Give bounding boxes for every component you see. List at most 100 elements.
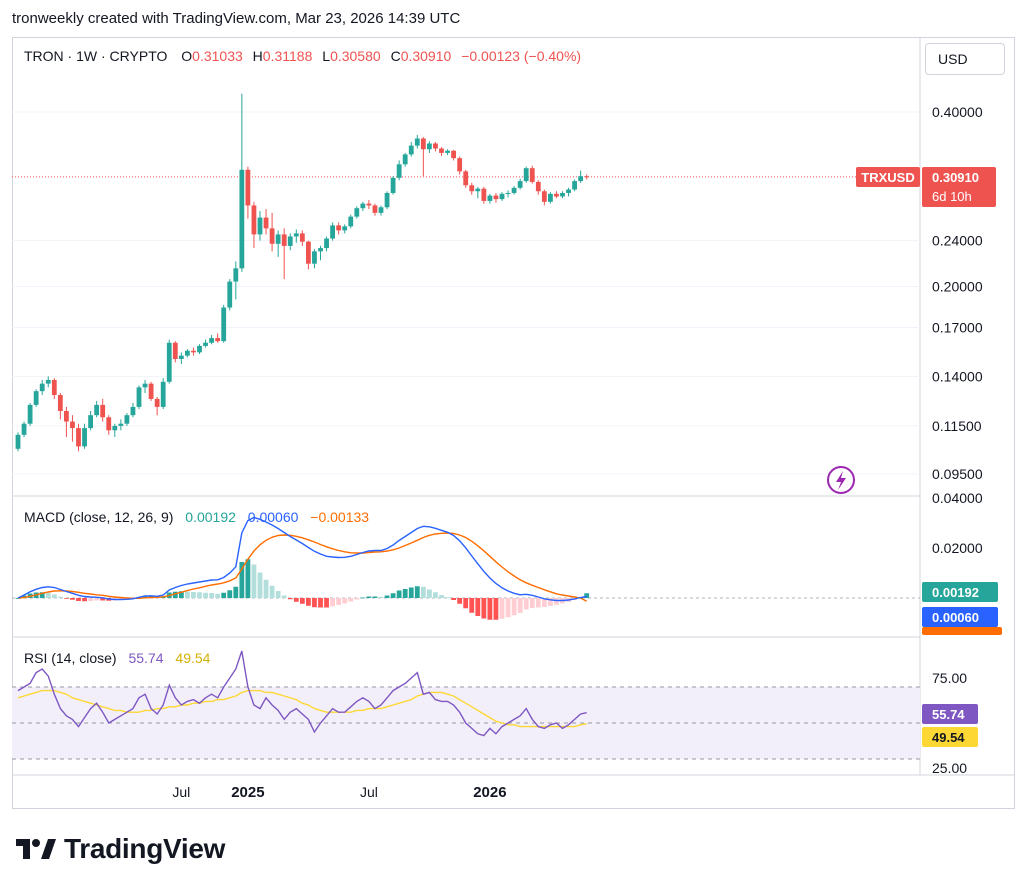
candle-body	[136, 387, 142, 407]
macd-hist-bar	[245, 559, 251, 598]
candle-body	[578, 176, 584, 182]
candle-body	[342, 226, 348, 231]
macd-hist-tag	[922, 582, 998, 602]
macd-hist-bar	[427, 589, 432, 598]
macd-hist-bar	[172, 591, 178, 598]
candle-body	[27, 404, 33, 424]
macd-hist-bar	[64, 598, 69, 599]
macd-hist-bar	[390, 593, 396, 598]
macd-hist-bar	[287, 598, 293, 600]
candle-body	[148, 383, 154, 399]
macd-hist-bar	[209, 593, 214, 598]
macd-hist-bar	[360, 597, 366, 599]
macd-hist-bar	[348, 598, 354, 602]
grid-layer	[12, 38, 1014, 776]
currency-button[interactable]: USD	[925, 43, 1005, 75]
candle-body	[529, 168, 535, 182]
high-value: 0.31188	[263, 48, 313, 64]
macd-pane	[12, 516, 920, 620]
rsi-ma-tag	[922, 727, 978, 747]
ticker-tag-label: TRXUSD	[861, 170, 914, 185]
macd-hist-bar	[100, 598, 106, 601]
macd-hist-bar	[88, 598, 93, 601]
macd-hist-bar	[366, 596, 372, 598]
macd-hist-bar	[396, 590, 402, 598]
macd-hist-bar	[70, 598, 75, 600]
candle-body	[94, 404, 100, 416]
candle-body	[548, 193, 553, 202]
candle-body	[100, 404, 106, 418]
rsi-tag	[922, 704, 978, 724]
candle-body	[554, 193, 559, 197]
candle-body	[21, 423, 27, 435]
macd-line	[17, 516, 587, 602]
brand-name: TradingView	[64, 833, 226, 864]
price-tick-label: 0.11500	[932, 418, 982, 434]
candle-body	[166, 342, 172, 382]
macd-hist-bar	[378, 596, 384, 598]
candle-body	[39, 383, 45, 392]
macd-hist-bar	[221, 592, 227, 598]
macd-hist-bar	[336, 598, 342, 605]
candle-body	[57, 395, 63, 412]
macd-hist-bar	[402, 589, 408, 598]
rsi-ma-tag-label: 49.54	[932, 730, 965, 745]
countdown-label: 6d 10h	[932, 189, 972, 204]
candle-body	[348, 216, 354, 227]
macd-hist-bar	[372, 596, 378, 598]
candle-body	[463, 171, 469, 186]
candle-body	[82, 428, 87, 447]
candle-body	[475, 188, 481, 192]
candle-body	[172, 342, 178, 359]
macd-hist-bar	[554, 598, 559, 605]
candle-body	[191, 350, 196, 353]
lightning-icon[interactable]	[827, 466, 855, 494]
time-tick-label: Jul	[172, 784, 190, 800]
chart-frame[interactable]	[12, 37, 1015, 809]
candle-body	[378, 207, 384, 213]
candle-body	[318, 248, 323, 252]
macd-hist-bar	[233, 586, 239, 598]
macd-hist-value: 0.00192	[185, 509, 236, 525]
macd-hist-bar	[82, 598, 87, 602]
candle-body	[275, 234, 281, 244]
candle-body	[560, 192, 565, 197]
macd-hist-bar	[227, 590, 233, 598]
candle-body	[227, 281, 233, 308]
macd-line-tag-label: 0.00060	[932, 610, 979, 625]
macd-hist-bar	[76, 598, 81, 601]
macd-line-tag	[922, 607, 998, 627]
price-tick-label: 0.17000	[932, 319, 983, 335]
candle-body	[263, 217, 269, 229]
candle-body	[209, 338, 214, 343]
candle-body	[312, 251, 317, 264]
candle-body	[408, 145, 414, 155]
macd-hist-bar	[215, 593, 221, 598]
price-pane	[12, 93, 920, 452]
macd-hist-bar	[445, 597, 450, 599]
candle-body	[142, 383, 148, 388]
candle-body	[124, 415, 130, 424]
candle-body	[15, 434, 21, 449]
macd-hist-bar	[433, 592, 438, 598]
candle-body	[372, 205, 378, 213]
macd-hist-bar	[499, 598, 505, 619]
high-label: H	[253, 48, 263, 64]
candle-body	[324, 238, 329, 249]
candle-body	[178, 355, 184, 359]
last-price-tag	[922, 167, 996, 207]
candle-body	[64, 411, 69, 422]
macd-hist-bar	[197, 592, 202, 598]
macd-hist-bar	[21, 595, 27, 598]
rsi-tags: 55.74 49.54	[922, 704, 978, 747]
macd-hist-bar	[529, 598, 535, 608]
time-tick-label: Jul	[360, 784, 378, 800]
macd-hist-bar	[457, 598, 463, 604]
candle-body	[281, 234, 287, 246]
rsi-title: RSI (14, close)	[24, 650, 117, 666]
candle-body	[203, 342, 208, 346]
macd-hist-bar	[535, 598, 541, 608]
macd-legend: MACD (close, 12, 26, 9) 0.00192 0.00060 …	[24, 509, 369, 525]
macd-hist-bar	[263, 579, 269, 598]
open-value: 0.31033	[192, 48, 243, 64]
